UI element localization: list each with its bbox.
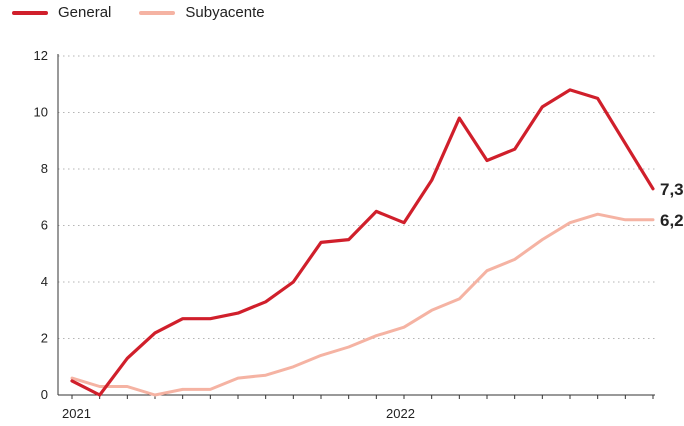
end-label-general: 7,3 — [660, 180, 684, 199]
y-tick-label-6: 6 — [41, 218, 48, 233]
x-tick-label-2021: 2021 — [62, 406, 91, 421]
x-tick-label-2022: 2022 — [386, 406, 415, 421]
y-tick-label-4: 4 — [41, 274, 48, 289]
y-tick-label-0: 0 — [41, 387, 48, 402]
y-tick-label-12: 12 — [34, 48, 48, 63]
y-tick-label-10: 10 — [34, 105, 48, 120]
series-line-general — [72, 90, 653, 395]
y-tick-label-2: 2 — [41, 331, 48, 346]
y-tick-label-8: 8 — [41, 161, 48, 176]
series-line-subyacente — [72, 214, 653, 395]
end-label-subyacente: 6,2 — [660, 211, 684, 230]
